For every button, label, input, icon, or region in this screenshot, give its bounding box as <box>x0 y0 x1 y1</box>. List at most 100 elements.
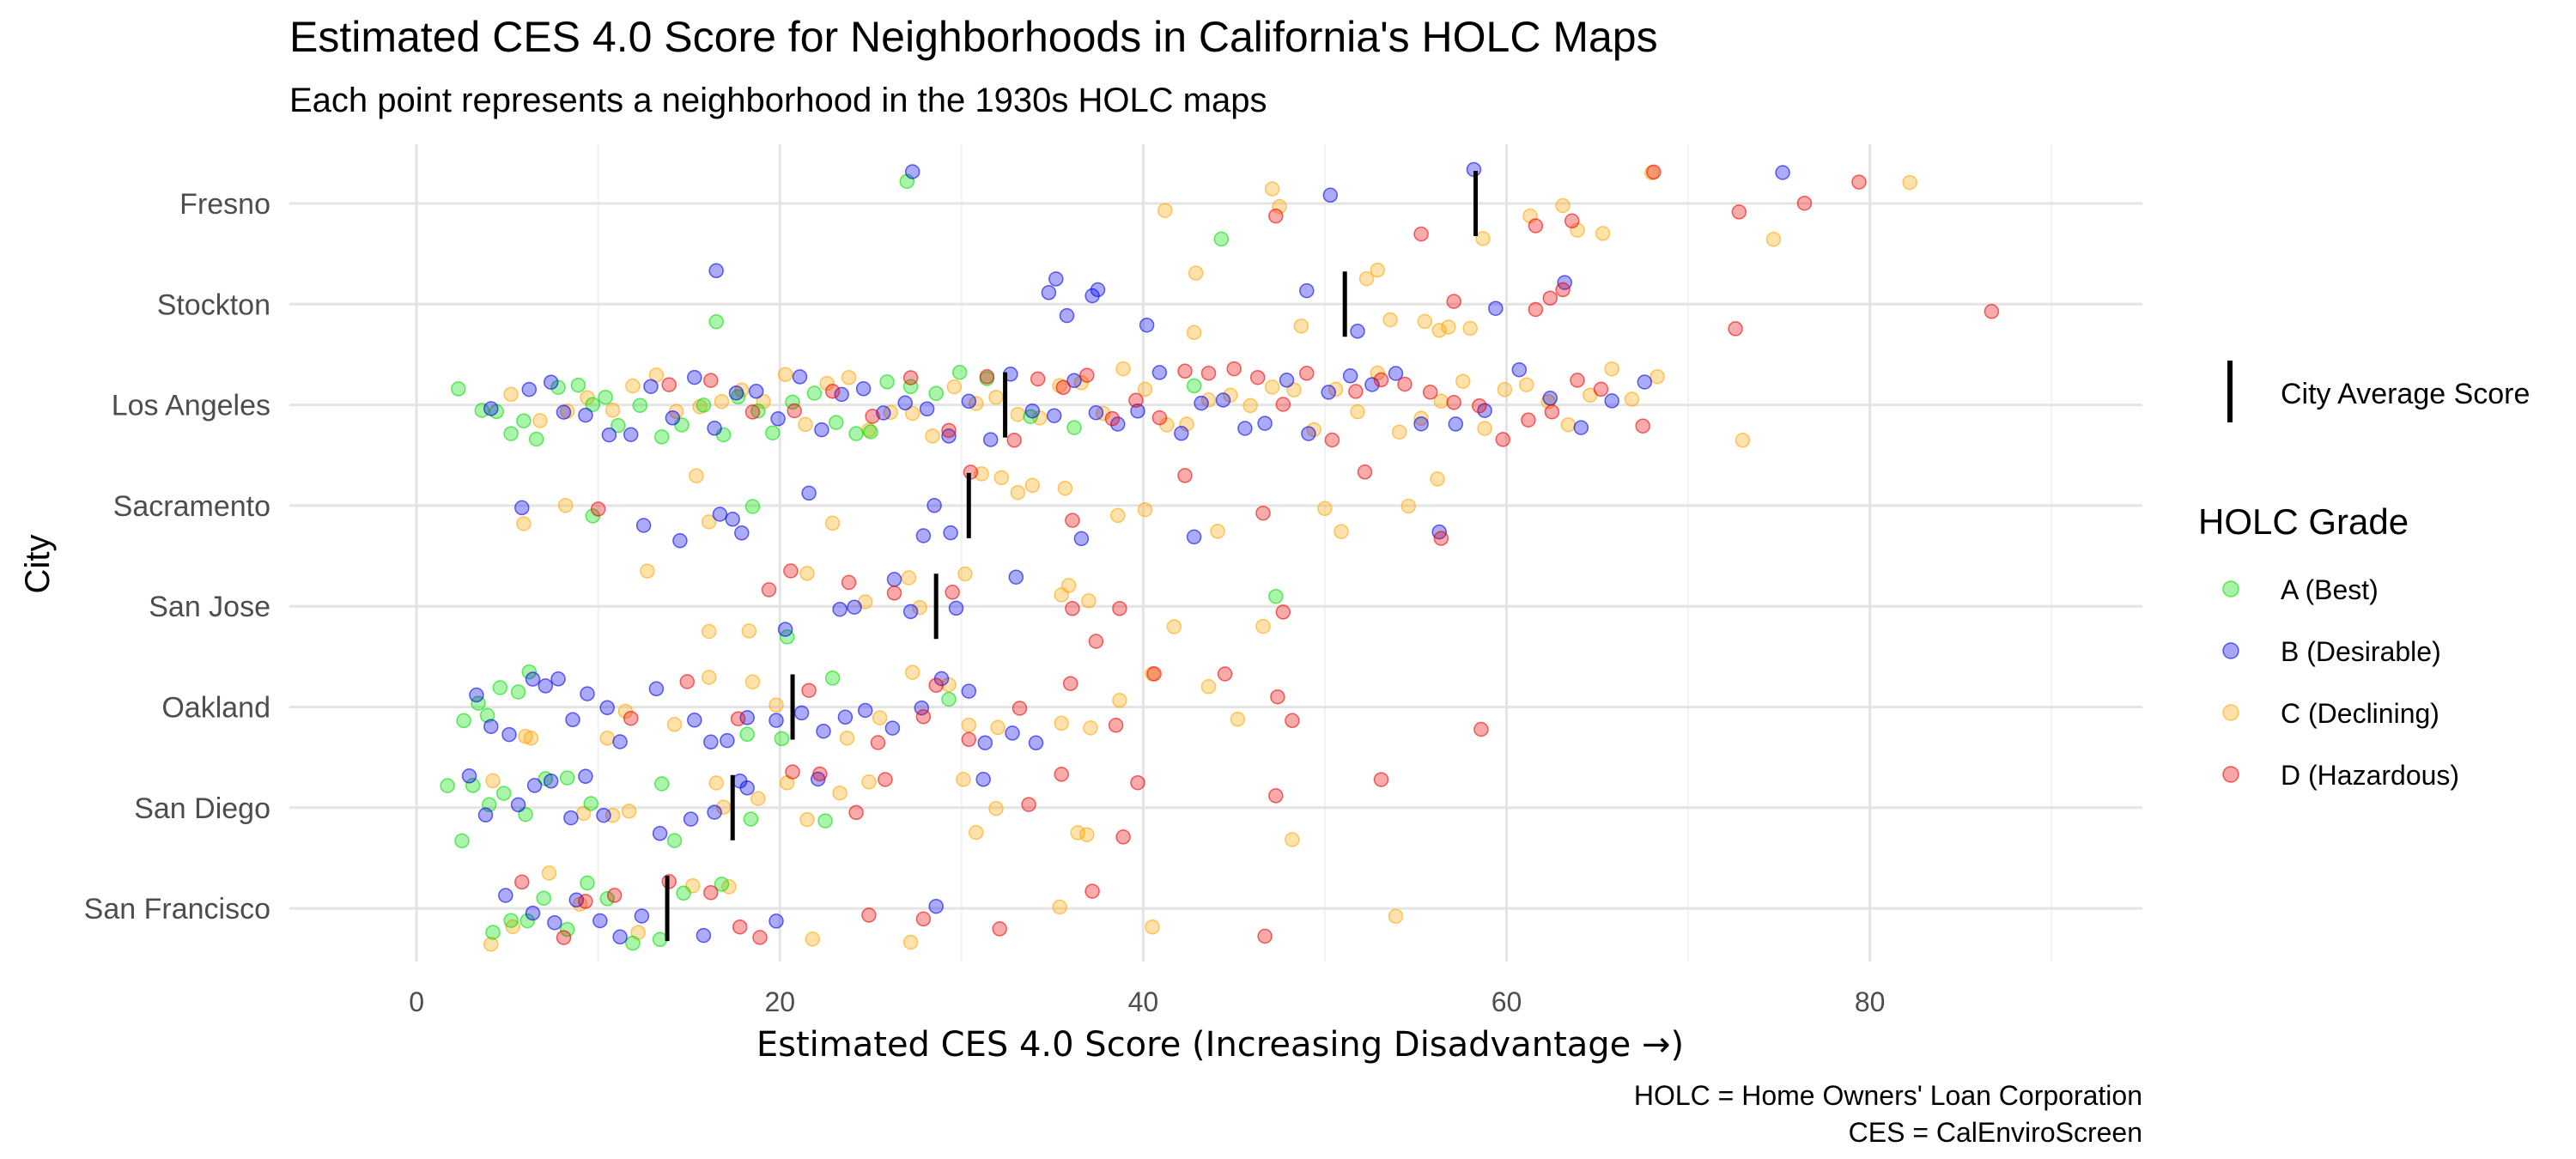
y-tick-label: Fresno <box>179 188 270 221</box>
x-axis-label: Estimated CES 4.0 Score (Increasing Disa… <box>756 1025 1684 1065</box>
data-point-grade-b <box>857 702 873 719</box>
data-point-grade-d <box>1275 604 1291 620</box>
data-point-grade-d <box>578 894 593 909</box>
data-point-grade-a <box>503 426 519 441</box>
data-point-grade-b <box>777 622 793 637</box>
data-point-grade-b <box>596 807 611 823</box>
data-point-grade-a <box>440 778 455 793</box>
data-point-grade-d <box>679 674 696 689</box>
data-point-grade-c <box>1441 319 1456 335</box>
data-point-grade-c <box>1242 397 1258 414</box>
data-point-grade-b <box>1542 391 1558 406</box>
data-point-grade-a <box>750 403 766 419</box>
data-point-grade-a <box>951 364 968 380</box>
data-point-grade-d <box>1065 513 1080 528</box>
data-point-grade-c <box>532 413 548 428</box>
data-point-grade-c <box>689 468 704 483</box>
data-point-grade-b <box>1342 368 1358 384</box>
data-point-grade-b <box>501 726 517 743</box>
data-point-grade-c <box>1735 433 1751 448</box>
data-point-grade-b <box>1321 385 1336 400</box>
data-point-grade-b <box>734 525 750 541</box>
data-point-grade-a <box>465 778 481 793</box>
data-point-grade-b <box>1041 285 1057 300</box>
data-point-grade-d <box>1528 218 1544 234</box>
data-point-grade-d <box>1151 410 1168 426</box>
data-point-grade-b <box>612 929 628 945</box>
data-point-grade-c <box>1137 381 1153 397</box>
data-point-grade-b <box>1448 416 1464 432</box>
data-point-grade-b <box>770 411 786 427</box>
data-point-grade-d <box>1593 381 1609 397</box>
data-point-grade-c <box>799 566 815 581</box>
data-point-grade-d <box>915 911 932 927</box>
data-point-grade-c <box>1430 471 1445 487</box>
data-point-grade-b <box>855 381 872 397</box>
data-point-grade-c <box>1417 313 1433 330</box>
data-point-grade-b <box>525 905 541 921</box>
data-point-grade-a <box>774 731 790 747</box>
data-point-grade-b <box>919 401 935 417</box>
data-point-grade-a <box>1023 409 1038 424</box>
data-point-grade-b <box>1028 735 1044 751</box>
data-point-grade-b <box>1775 165 1790 180</box>
data-point-grade-c <box>904 664 920 680</box>
data-point-grade-d <box>623 710 639 726</box>
data-point-grade-d <box>1413 226 1429 242</box>
data-point-grade-c <box>605 403 621 418</box>
data-point-grade-b <box>707 804 722 820</box>
data-point-grade-c <box>1115 361 1131 377</box>
data-point-grade-c <box>625 378 641 394</box>
data-point-grade-d <box>1472 397 1487 414</box>
data-point-grade-b <box>696 927 712 944</box>
data-point-grade-b <box>563 810 579 826</box>
data-point-grade-d <box>961 731 977 748</box>
data-point-grade-c <box>1179 416 1194 432</box>
data-point-grade-b <box>1604 393 1619 409</box>
data-point-grade-d <box>1062 676 1078 691</box>
data-point-grade-d <box>703 884 719 901</box>
data-point-grade-a <box>474 403 490 418</box>
data-point-grade-b <box>1186 529 1202 545</box>
data-point-grade-b <box>725 512 740 527</box>
data-point-grade-d <box>1521 412 1536 428</box>
data-point-grade-d <box>870 735 886 750</box>
data-point-grade-a <box>941 691 957 707</box>
data-point-grade-d <box>902 370 919 385</box>
data-point-grade-c <box>1433 393 1449 410</box>
data-point-grade-b <box>961 683 977 699</box>
data-point-grade-a <box>676 885 691 901</box>
data-point-grade-a <box>879 374 895 390</box>
data-point-grade-b <box>1279 373 1295 388</box>
data-point-grade-a <box>714 877 730 892</box>
data-point-grade-c <box>1054 715 1069 731</box>
data-point-grade-c <box>1455 373 1471 389</box>
data-point-grade-c <box>1400 498 1417 514</box>
data-point-grade-b <box>1350 324 1365 339</box>
data-point-grade-c <box>744 674 761 689</box>
data-point-grade-c <box>1560 416 1577 433</box>
data-point-grade-a <box>521 664 538 680</box>
data-point-grade-d <box>1217 666 1233 682</box>
legend-grade-c-swatch <box>2222 704 2239 721</box>
data-point-grade-b <box>498 888 513 903</box>
data-point-grade-c <box>1382 312 1398 328</box>
data-point-grade-c <box>741 623 757 639</box>
data-point-grade-c <box>1145 919 1160 935</box>
data-point-grade-c <box>1166 619 1182 634</box>
data-point-grade-a <box>632 397 648 413</box>
data-point-grade-d <box>1200 365 1217 381</box>
legend-grade-title: HOLC Grade <box>2198 501 2409 542</box>
data-point-grade-c <box>1112 693 1127 708</box>
data-point-grade-d <box>1796 195 1813 211</box>
data-point-grade-c <box>805 931 821 947</box>
data-point-grade-b <box>728 385 744 401</box>
data-point-grade-b <box>469 687 484 703</box>
data-point-grade-a <box>519 913 535 929</box>
data-point-grade-b <box>648 681 665 697</box>
data-point-grade-d <box>1249 369 1266 385</box>
data-point-grade-c <box>1010 406 1026 422</box>
data-point-grade-b <box>1257 416 1273 431</box>
data-point-grade-c <box>621 804 637 819</box>
